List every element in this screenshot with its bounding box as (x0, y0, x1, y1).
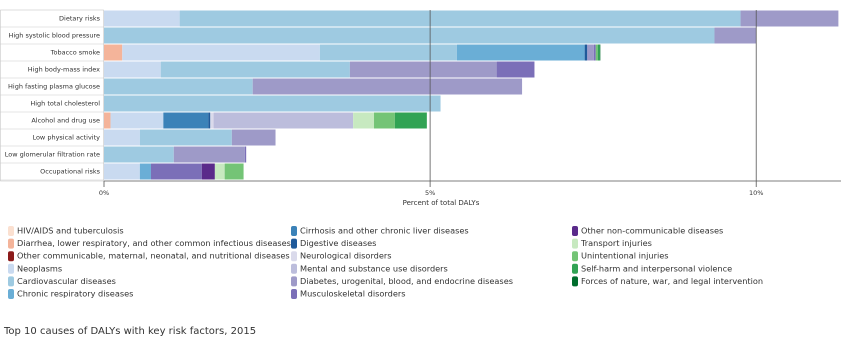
y-tick-label: Occupational risks (40, 168, 100, 176)
bar-segment (353, 112, 375, 129)
x-tick-label: 0% (99, 189, 109, 197)
bar-segment (104, 10, 180, 27)
bar-segment (595, 44, 598, 61)
legend-label: Diabetes, urogenital, blood, and endocri… (300, 276, 513, 286)
bar-segment (319, 44, 457, 61)
y-tick-label: Dietary risks (59, 15, 101, 23)
legend-swatch (291, 289, 297, 299)
bar-segment (349, 61, 497, 78)
legend-swatch (8, 238, 14, 249)
bar-segment (593, 44, 596, 61)
bar-segment (179, 10, 741, 27)
bar-segment (456, 44, 585, 61)
bar-segment (394, 112, 427, 129)
legend-label: Diarrhea, lower respiratory, and other c… (17, 238, 291, 248)
legend-label: Transport injuries (580, 238, 652, 248)
bar-segment (244, 146, 247, 163)
y-tick-label: High body-mass index (28, 66, 100, 74)
legend-swatch (572, 263, 578, 274)
bar-segment (208, 112, 211, 129)
bar-segment (104, 27, 715, 44)
x-tick-label: 10% (749, 189, 763, 197)
bar-segment (252, 78, 523, 95)
bar-segment (374, 112, 395, 129)
legend-label: Neoplasms (17, 263, 62, 273)
bar-segment (231, 129, 276, 146)
legend-swatch (8, 263, 14, 274)
legend-label: Mental and substance use disorders (300, 263, 448, 273)
chart-title: Top 10 causes of DALYs with key risk fac… (3, 326, 256, 337)
legend-swatch (572, 251, 578, 262)
y-tick-label: Low glomerular filtration rate (5, 151, 100, 159)
legend-swatch (572, 238, 578, 249)
bar-segment (104, 61, 161, 78)
bar-segment (584, 44, 588, 61)
legend-swatch (572, 226, 578, 236)
bar-segment (740, 10, 839, 27)
bar-segment (214, 163, 225, 180)
legend-label: Chronic respiratory diseases (17, 289, 133, 299)
y-tick-label: High fasting plasma glucose (8, 83, 100, 91)
legend-swatch (8, 226, 14, 236)
bar-segment (104, 95, 441, 112)
legend-label: Cardiovascular diseases (17, 276, 116, 286)
bar-segment (224, 163, 244, 180)
bar-segment (210, 112, 214, 129)
label-panel (0, 9, 104, 182)
y-tick-label: Low physical activity (32, 134, 100, 142)
bar-segment (139, 129, 232, 146)
bar-segment (104, 44, 123, 61)
bar-segment (150, 163, 202, 180)
bar-segment (714, 27, 757, 44)
bar-segment (104, 146, 174, 163)
legend-label: Neurological disorders (300, 251, 392, 261)
legend-swatch (572, 276, 578, 287)
bar-segment (587, 44, 594, 61)
legend-label: Musculoskeletal disorders (300, 289, 406, 299)
legend-swatch (291, 226, 297, 236)
bar-segment (173, 146, 245, 163)
y-tick-label: Tobacco smoke (50, 49, 100, 57)
x-tick-label: 5% (425, 189, 435, 197)
legend-label: Forces of nature, war, and legal interve… (581, 276, 763, 286)
legend-swatch (8, 276, 14, 287)
bar-segment (110, 112, 164, 129)
legend-swatch (8, 251, 14, 262)
legend-label: Digestive diseases (300, 238, 376, 248)
legend-label: Other communicable, maternal, neonatal, … (17, 251, 290, 261)
bar-segment (201, 163, 215, 180)
bar-segment (139, 163, 151, 180)
legend-swatch (291, 263, 297, 274)
bar-segment (160, 61, 350, 78)
legend-label: Self-harm and interpersonal violence (581, 263, 732, 273)
bar-segment (163, 112, 209, 129)
x-axis-label: Percent of total DALYs (403, 199, 480, 207)
y-tick-label: Alcohol and drug use (31, 117, 100, 125)
legend-swatch (291, 251, 297, 262)
bar-segment (496, 61, 535, 78)
legend-label: Other non-communicable diseases (581, 226, 723, 236)
bar-segment (599, 44, 601, 61)
legend-label: Cirrhosis and other chronic liver diseas… (300, 226, 469, 236)
bar-segment (597, 44, 600, 61)
legend-swatch (291, 238, 297, 249)
legend-label: Unintentional injuries (581, 251, 669, 261)
bar-segment (104, 78, 253, 95)
y-tick-label: High total cholesterol (30, 100, 100, 108)
bar-segment (104, 129, 140, 146)
bar-segment (104, 112, 111, 129)
legend-swatch (8, 289, 14, 299)
legend-label: HIV/AIDS and tuberculosis (17, 226, 124, 236)
bar-segment (104, 163, 140, 180)
bar-segment (213, 112, 354, 129)
legend-swatch (291, 276, 297, 287)
y-tick-label: High systolic blood pressure (8, 32, 100, 40)
bar-segment (122, 44, 320, 61)
